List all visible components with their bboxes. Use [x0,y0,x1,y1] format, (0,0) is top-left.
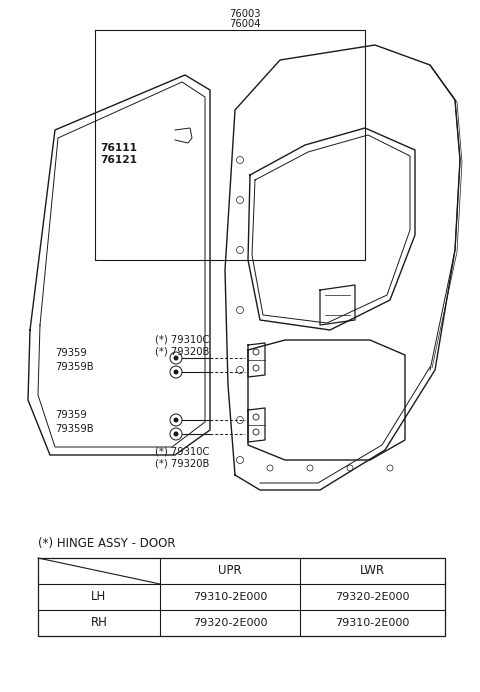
Circle shape [173,370,179,374]
Text: 76003: 76003 [229,9,261,19]
Text: RH: RH [91,617,108,630]
Circle shape [173,432,179,437]
Text: 79359B: 79359B [55,362,94,372]
Text: UPR: UPR [218,565,242,578]
Text: LWR: LWR [360,565,385,578]
Text: 79310-2E000: 79310-2E000 [336,618,410,628]
Text: 79320-2E000: 79320-2E000 [335,592,410,602]
Text: (*) 79320B: (*) 79320B [155,346,209,356]
Text: 79310-2E000: 79310-2E000 [193,592,267,602]
Text: (*) 79320B: (*) 79320B [155,458,209,468]
Text: (*) HINGE ASSY - DOOR: (*) HINGE ASSY - DOOR [38,538,176,551]
Text: 76111: 76111 [100,143,137,153]
Text: 79359B: 79359B [55,424,94,434]
Circle shape [173,356,179,361]
Text: 79359: 79359 [55,410,87,420]
Text: 79320-2E000: 79320-2E000 [193,618,267,628]
Text: 76004: 76004 [229,19,261,29]
Bar [38,558,445,636]
Text: 79359: 79359 [55,348,87,358]
Text: (*) 79310C: (*) 79310C [155,447,209,457]
Text: LH: LH [91,590,107,603]
Circle shape [173,417,179,423]
Text: (*) 79310C: (*) 79310C [155,335,209,345]
Text: 76121: 76121 [100,155,137,165]
